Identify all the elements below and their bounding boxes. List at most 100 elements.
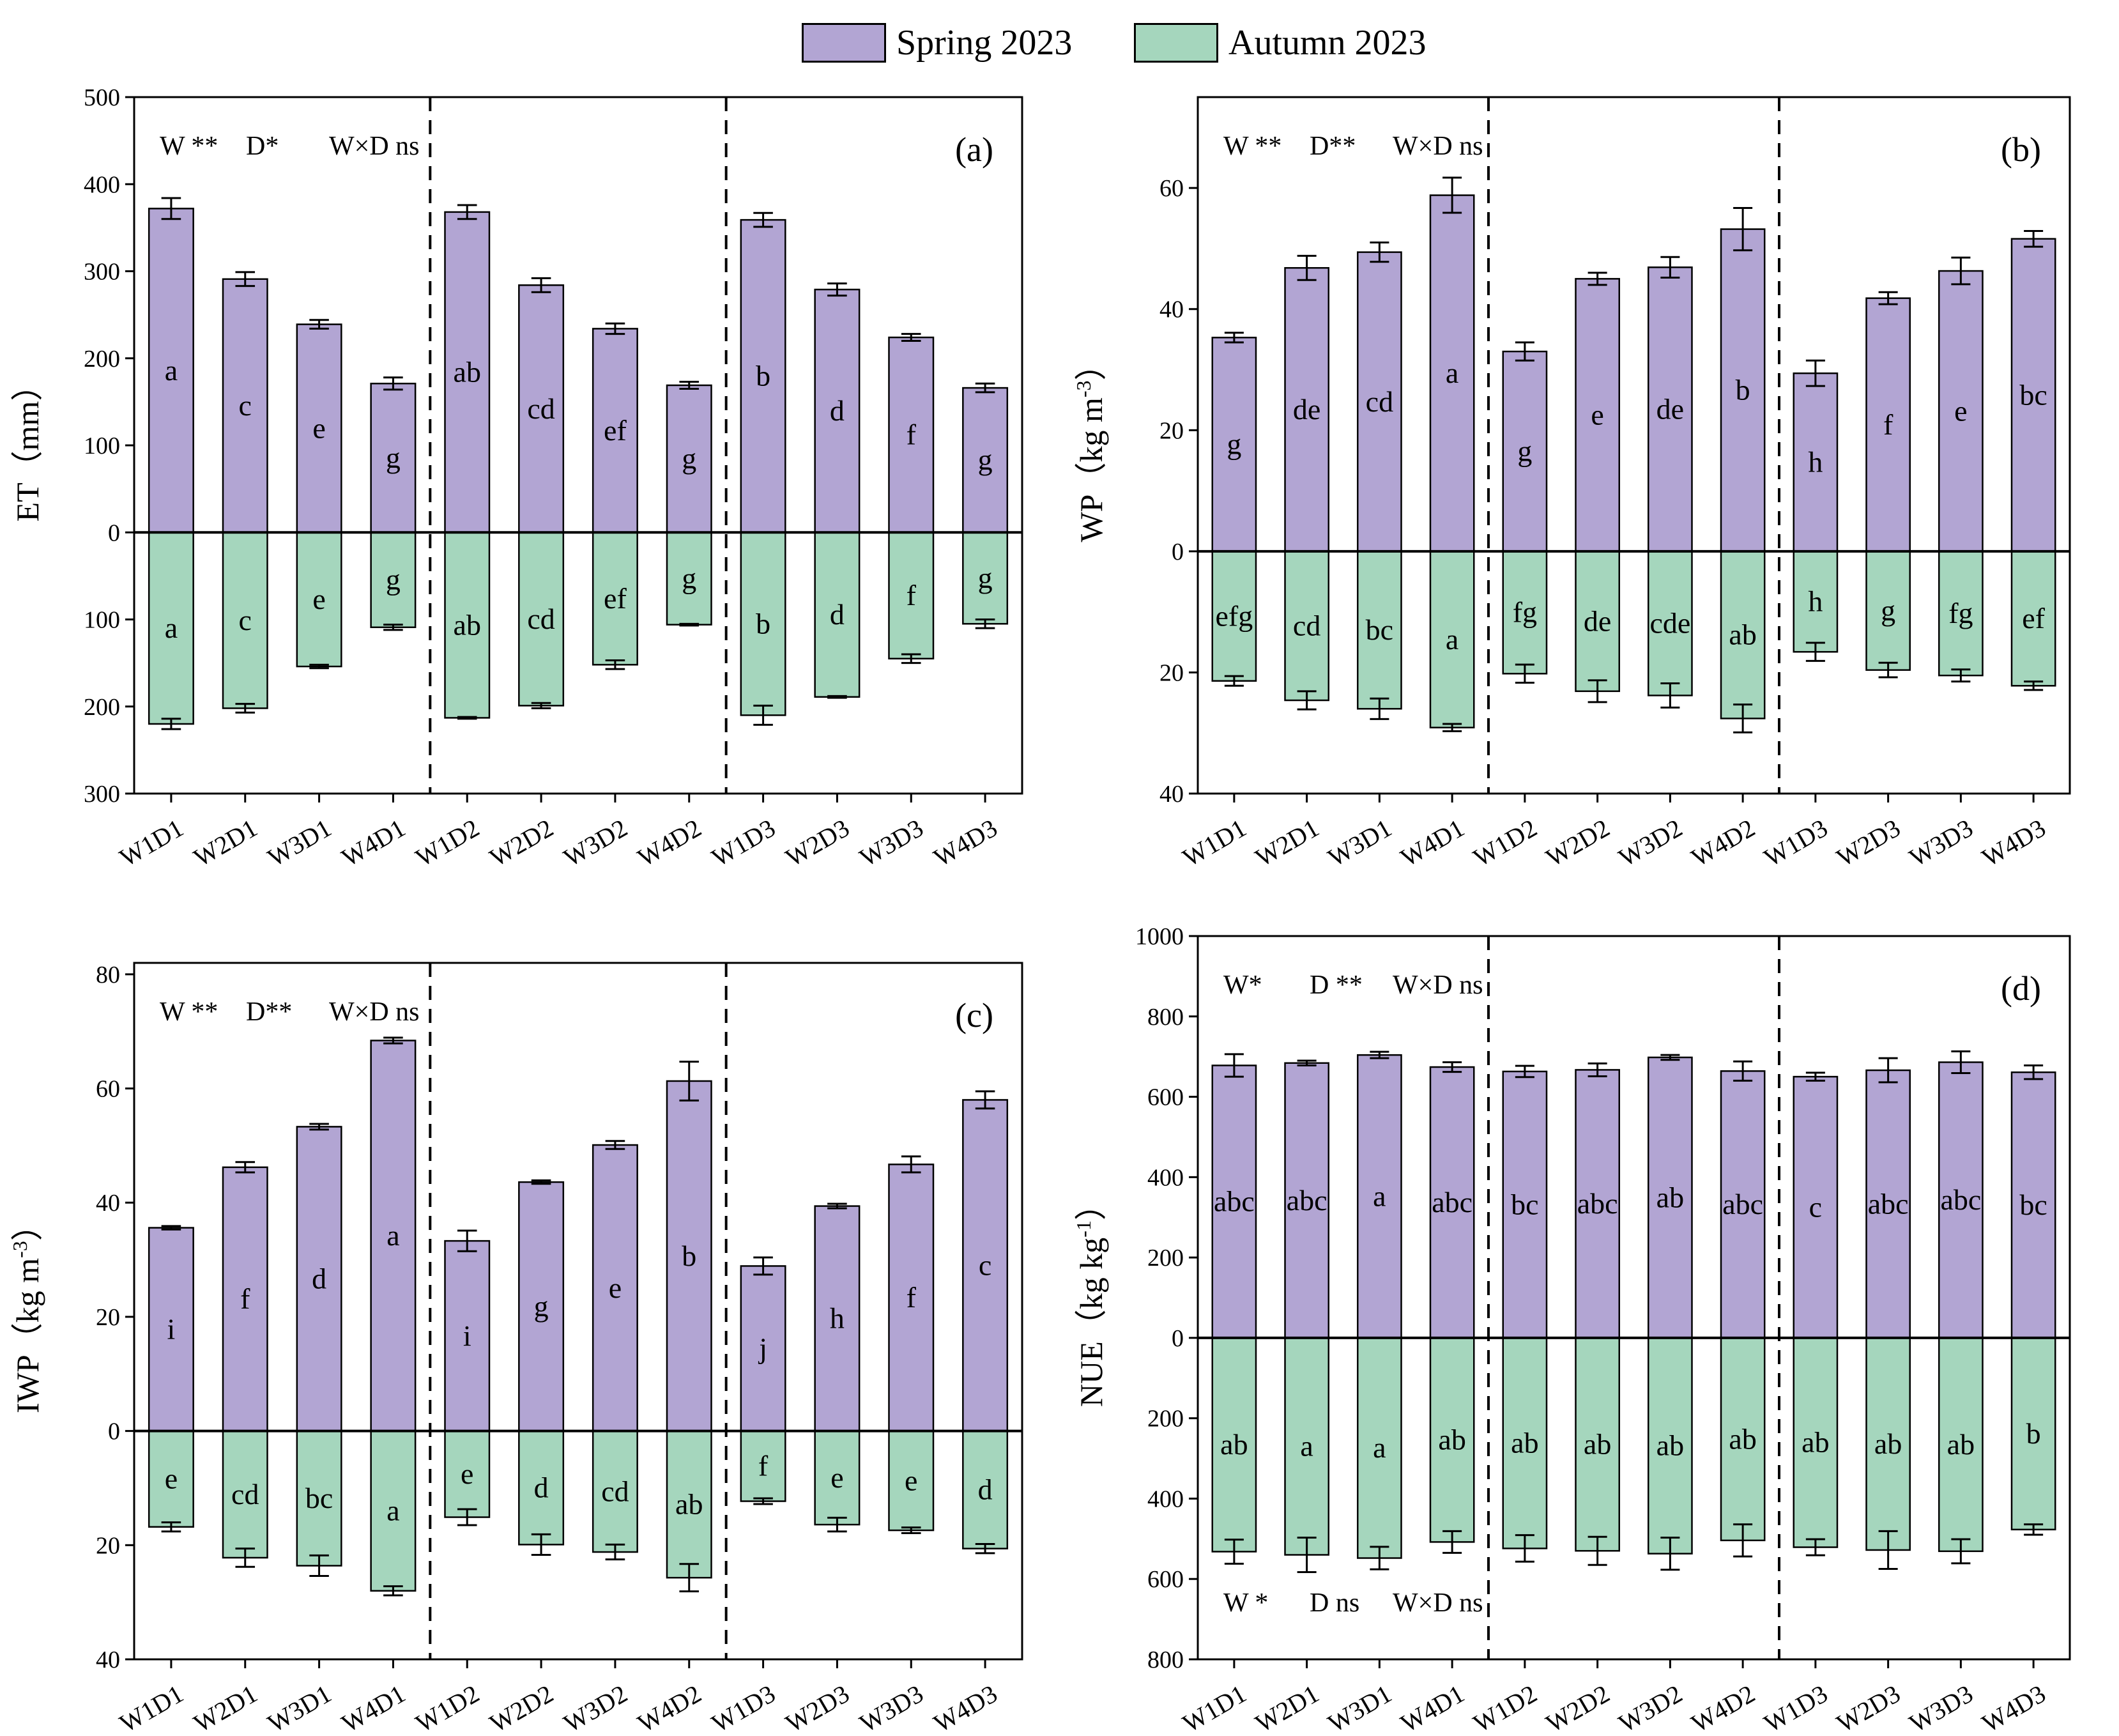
y-tick-label: 200: [1147, 1406, 1184, 1433]
sig-letter-spring-W1D1: g: [1227, 428, 1241, 461]
error-bar-spring-W4D2: [679, 1061, 700, 1102]
error-bar-autumn-W1D1: [161, 1521, 181, 1533]
error-bar-spring-W4D1: [383, 1036, 403, 1045]
sig-letter-spring-W2D1: abc: [1287, 1184, 1327, 1217]
y-tick-label: 40: [96, 1190, 120, 1217]
sig-letter-spring-W3D3: e: [1954, 394, 1967, 427]
y-tick-label: 60: [96, 1076, 120, 1103]
bar-spring-W1D1: [1211, 1064, 1257, 1339]
sig-letter-spring-W3D3: abc: [1940, 1183, 1981, 1216]
error-bar-spring-W3D1: [309, 319, 329, 330]
x-tick-label: W1D2: [411, 813, 484, 872]
sig-letter-autumn-W4D3: ef: [2022, 602, 2045, 634]
error-bar-spring-W1D2: [1515, 341, 1534, 362]
bar-autumn-W2D2: [1575, 1337, 1620, 1552]
bar-spring-W2D2: [518, 1181, 565, 1432]
error-bar-spring-W1D3: [753, 211, 773, 228]
stat-top: W **: [1223, 132, 1281, 161]
bar-autumn-W3D2: [1648, 1337, 1693, 1555]
sig-letter-spring-W1D2: i: [463, 1319, 471, 1352]
x-tick-label: W3D1: [263, 1679, 336, 1736]
y-tick-label: 200: [84, 694, 120, 721]
y-tick-label: 80: [96, 962, 120, 988]
sig-letter-spring-W1D2: ab: [454, 356, 481, 388]
bar-spring-W1D3: [740, 1265, 786, 1432]
y-tick-label: 600: [1147, 1566, 1184, 1593]
error-bar-autumn-W1D3: [1805, 1538, 1825, 1556]
error-bar-autumn-W3D1: [1370, 1546, 1389, 1571]
error-bar-spring-W1D1: [161, 1225, 181, 1231]
bar-spring-W4D3: [962, 387, 1009, 534]
sig-letter-spring-W3D1: cd: [1366, 385, 1393, 418]
x-tick-label: W1D3: [707, 1679, 780, 1736]
sig-letter-autumn-W3D2: ef: [604, 582, 627, 615]
error-bar-autumn-W2D3: [1878, 1530, 1898, 1570]
x-tick-label: W3D2: [1614, 1679, 1687, 1736]
error-bar-spring-W4D1: [1442, 1061, 1462, 1073]
x-tick-label: W4D3: [929, 1679, 1002, 1736]
error-bar-spring-W4D1: [383, 376, 403, 391]
x-tick-label: W2D2: [485, 1679, 558, 1736]
error-bar-spring-W2D1: [235, 271, 256, 288]
sig-letter-spring-W4D3: bc: [2019, 1188, 2047, 1221]
y-tick-label: 500: [84, 84, 120, 111]
bar-autumn-W1D2: [1502, 1337, 1548, 1549]
sig-letter-autumn-W1D1: ab: [1220, 1428, 1248, 1461]
bar-spring-W4D2: [1720, 228, 1766, 553]
error-bar-spring-W1D1: [1224, 332, 1244, 344]
error-bar-spring-W3D3: [901, 1155, 921, 1174]
sig-letter-spring-W4D1: a: [386, 1219, 399, 1252]
error-bar-autumn-W4D2: [1733, 1523, 1753, 1558]
y-axis-label: WP（kg m-3）: [1072, 348, 1109, 542]
x-tick-label: W1D3: [1759, 813, 1833, 872]
x-tick-label: W4D2: [1687, 813, 1760, 872]
y-tick-label: 400: [84, 171, 120, 198]
error-bar-spring-W2D3: [1878, 291, 1898, 305]
sig-letter-spring-W2D2: e: [1591, 399, 1603, 431]
panel-b: g de cd a g e de b h f e bc efg cd bc a fg de cde ab h g fg ef 6…: [1072, 96, 2071, 872]
bar-autumn-W3D3: [1938, 1337, 1984, 1553]
error-bar-spring-W4D3: [2024, 229, 2044, 248]
sig-letter-spring-W1D2: bc: [1511, 1188, 1538, 1220]
panel-label: (a): [955, 130, 993, 169]
legend-label-spring: Spring 2023: [896, 23, 1073, 63]
sig-letter-autumn-W2D3: g: [1881, 594, 1895, 627]
x-tick-label: W2D3: [781, 813, 854, 872]
x-tick-label: W1D2: [1469, 1679, 1542, 1736]
bar-autumn-W4D2: [1720, 1337, 1766, 1542]
sig-letter-autumn-W1D3: b: [756, 607, 770, 640]
x-tick-label: W2D2: [1541, 813, 1614, 872]
bar-spring-W1D1: [148, 208, 194, 534]
sig-letter-autumn-W2D1: a: [1300, 1430, 1313, 1463]
sig-letter-spring-W1D1: abc: [1214, 1185, 1255, 1218]
stat-bottom: W *: [1223, 1588, 1268, 1618]
sig-letter-spring-W2D2: g: [534, 1290, 549, 1323]
bar-autumn-W1D2: [444, 1430, 491, 1518]
error-bar-spring-W3D2: [605, 322, 625, 335]
stat-top: D**: [246, 997, 292, 1027]
sig-letter-autumn-W3D2: ab: [1656, 1429, 1684, 1462]
x-tick-label: W3D2: [559, 1679, 632, 1736]
y-tick-label: 1000: [1135, 923, 1184, 950]
bar-spring-W3D2: [1648, 266, 1693, 553]
error-bar-autumn-W3D1: [309, 1554, 329, 1578]
y-tick-label: 800: [1147, 1004, 1184, 1031]
y-tick-label: 60: [1159, 175, 1184, 202]
sig-letter-autumn-W2D2: ab: [1584, 1428, 1611, 1461]
sig-letter-autumn-W3D1: e: [312, 583, 325, 615]
sig-letter-autumn-W3D2: cde: [1649, 607, 1690, 640]
stat-bottom: W×D ns: [1393, 1588, 1483, 1618]
y-tick-label: 40: [1159, 296, 1184, 323]
y-tick-label: 0: [1172, 1325, 1184, 1352]
sig-letter-spring-W1D3: j: [758, 1332, 767, 1365]
bar-spring-W2D3: [814, 288, 861, 534]
error-bar-spring-W2D3: [827, 282, 847, 297]
sig-letter-autumn-W1D3: h: [1808, 585, 1823, 618]
stat-top: W×D ns: [329, 132, 420, 161]
x-tick-label: W2D1: [1250, 813, 1324, 872]
legend-swatch-autumn: [1134, 23, 1218, 63]
error-bar-autumn-W3D2: [605, 1543, 625, 1561]
sig-letter-spring-W2D2: abc: [1577, 1187, 1618, 1220]
error-bar-spring-W3D2: [1660, 256, 1680, 279]
